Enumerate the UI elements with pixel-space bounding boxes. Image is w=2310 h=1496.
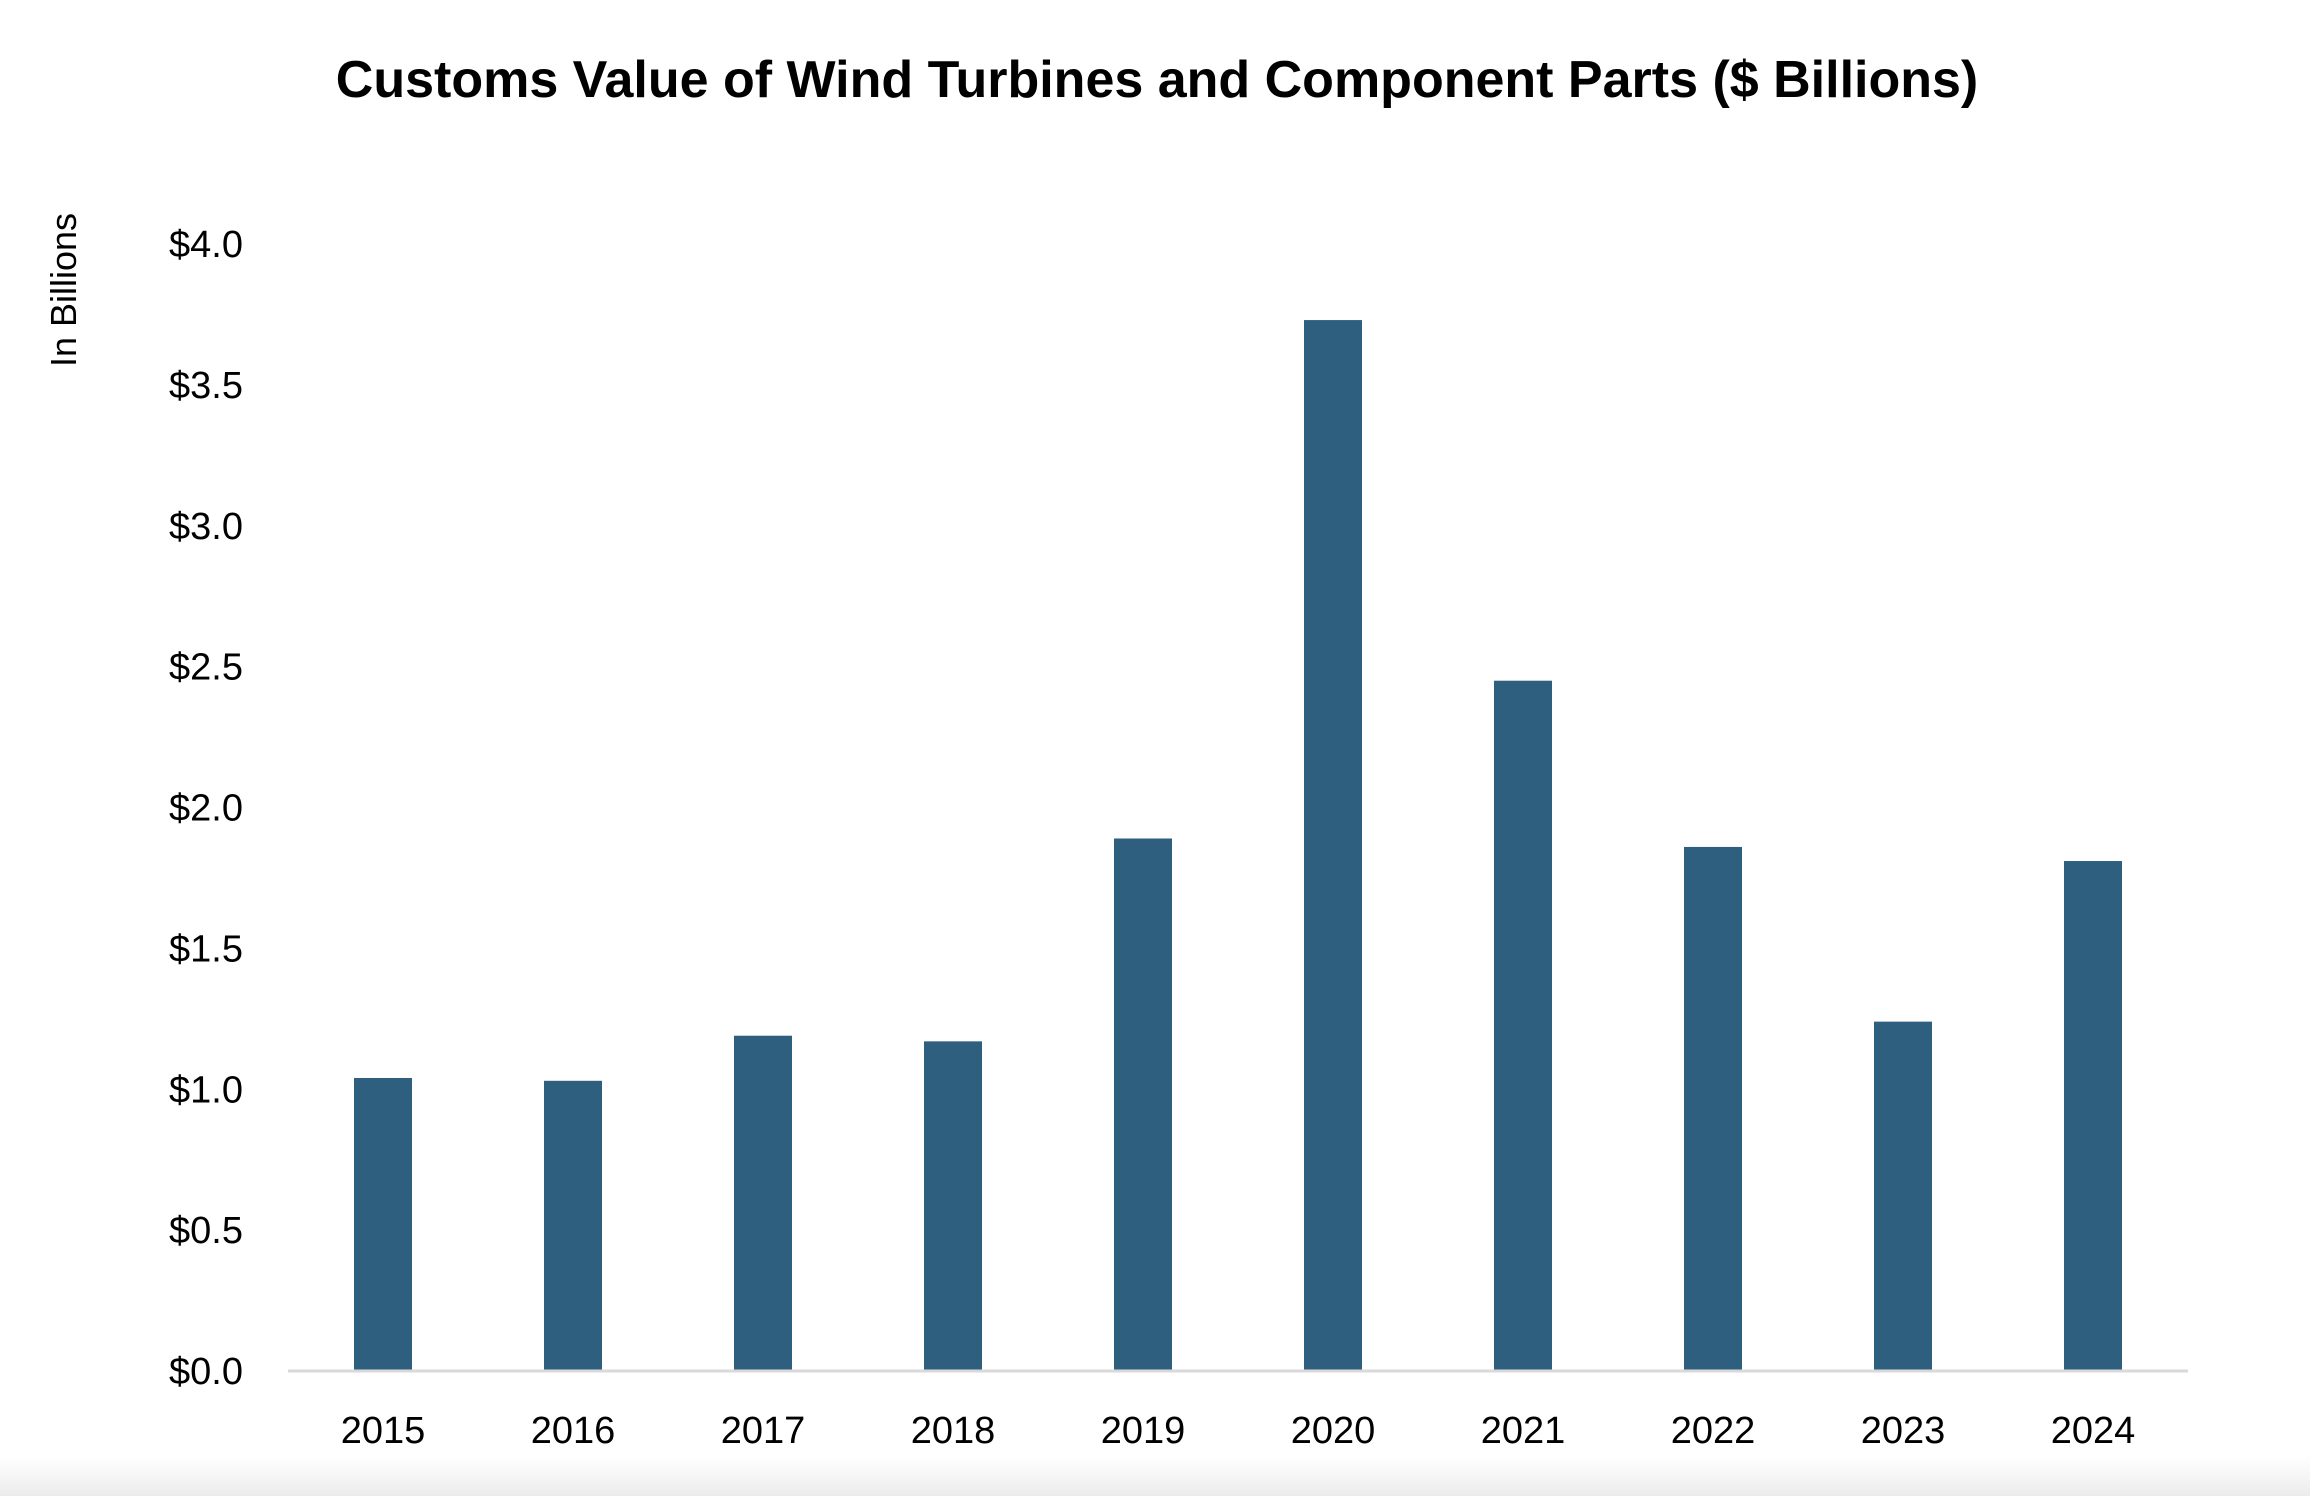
bar-2016 <box>544 1080 602 1371</box>
x-axis-ticks: 2015 2016 2017 2018 2019 2020 2021 2022 2023 2024 <box>341 1410 2136 1452</box>
x-tick-label: 2024 <box>2051 1410 2136 1452</box>
y-tick-label: $2.5 <box>169 647 243 689</box>
x-tick-label: 2022 <box>1671 1410 1756 1452</box>
y-tick-label: $3.0 <box>169 506 243 548</box>
x-tick-label: 2015 <box>341 1410 426 1452</box>
y-tick-label: $4.0 <box>169 224 243 266</box>
y-tick-label: $2.0 <box>169 788 243 830</box>
y-tick-label: $0.0 <box>169 1351 243 1393</box>
y-tick-label: $3.5 <box>169 365 243 407</box>
x-tick-label: 2017 <box>721 1410 806 1452</box>
bar-2024 <box>2064 861 2122 1371</box>
bar-2022 <box>1684 846 1742 1371</box>
y-axis-ticks: $0.0 $0.5 $1.0 $1.5 $2.0 $2.5 $3.0 $3.5 $4.0 <box>169 224 243 1393</box>
y-tick-label: $0.5 <box>169 1210 243 1252</box>
bottom-fade <box>0 1456 2310 1496</box>
bar-2015 <box>354 1077 412 1371</box>
x-tick-label: 2021 <box>1481 1410 1566 1452</box>
bar-2021 <box>1494 680 1552 1371</box>
x-tick-label: 2020 <box>1291 1410 1376 1452</box>
bar-2019 <box>1114 838 1172 1371</box>
y-axis-label: In Billions <box>43 213 84 367</box>
bar-2023 <box>1874 1021 1932 1371</box>
x-tick-label: 2023 <box>1861 1410 1946 1452</box>
bar-2020 <box>1304 320 1362 1371</box>
x-tick-label: 2019 <box>1101 1410 1186 1452</box>
chart-title: Customs Value of Wind Turbines and Compo… <box>336 51 1978 109</box>
bar-2017 <box>734 1035 792 1371</box>
x-tick-label: 2018 <box>911 1410 996 1452</box>
x-tick-label: 2016 <box>531 1410 616 1452</box>
bar-2018 <box>924 1041 982 1371</box>
y-tick-label: $1.0 <box>169 1069 243 1111</box>
y-tick-label: $1.5 <box>169 928 243 970</box>
bars <box>354 320 2122 1371</box>
